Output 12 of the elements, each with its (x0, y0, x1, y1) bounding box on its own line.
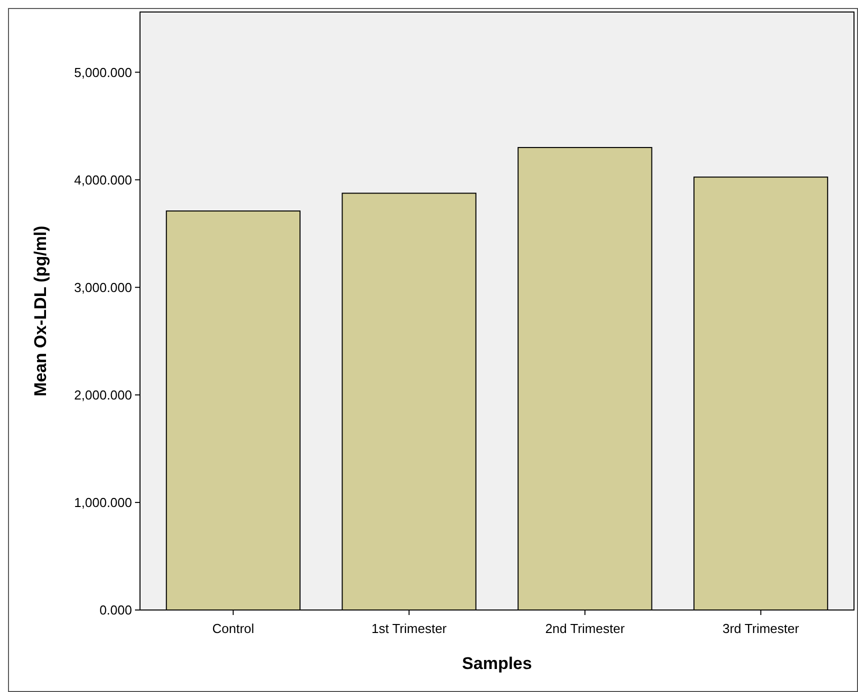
y-tick-label: 4,000.000 (74, 172, 132, 188)
x-tick-label: 1st Trimester (372, 621, 448, 636)
x-tick-label: Control (212, 621, 254, 636)
y-tick-label: 0.000 (99, 602, 132, 618)
y-tick-label: 1,000.000 (74, 494, 132, 510)
y-axis-title: Mean Ox-LDL (pg/ml) (31, 226, 50, 396)
x-axis-title: Samples (462, 654, 532, 673)
y-tick-label: 3,000.000 (74, 280, 132, 295)
x-tick-label: 2nd Trimester (545, 621, 626, 636)
x-tick-label: 3rd Trimester (722, 621, 800, 636)
y-tick-label: 2,000.000 (74, 387, 132, 402)
y-tick-label: 5,000.000 (74, 64, 132, 80)
